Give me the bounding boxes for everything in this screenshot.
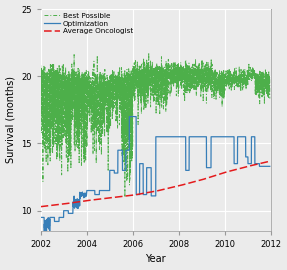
Optimization	[262, 165, 265, 168]
Best Possible	[51, 76, 54, 79]
Best Possible	[220, 75, 223, 78]
Optimization	[51, 216, 54, 219]
Optimization	[220, 135, 223, 139]
Line: Optimization: Optimization	[41, 117, 270, 237]
Average Oncologist	[261, 161, 265, 164]
Average Oncologist	[39, 205, 42, 208]
Best Possible	[123, 195, 127, 199]
Optimization	[39, 216, 42, 219]
X-axis label: Year: Year	[146, 254, 166, 264]
Average Oncologist	[144, 191, 148, 195]
Average Oncologist	[150, 190, 154, 194]
Optimization	[268, 165, 272, 168]
Average Oncologist	[51, 204, 54, 207]
Average Oncologist	[219, 172, 223, 175]
Optimization	[44, 235, 48, 238]
Best Possible	[151, 60, 154, 63]
Average Oncologist	[268, 160, 272, 163]
Optimization	[128, 115, 131, 118]
Best Possible	[261, 73, 265, 76]
Best Possible	[262, 90, 265, 94]
Y-axis label: Survival (months): Survival (months)	[5, 76, 15, 163]
Best Possible	[39, 63, 42, 67]
Best Possible	[268, 97, 272, 100]
Best Possible	[144, 106, 148, 109]
Line: Best Possible: Best Possible	[41, 53, 270, 197]
Best Possible	[147, 51, 150, 54]
Optimization	[151, 194, 154, 198]
Optimization	[261, 165, 265, 168]
Legend: Best Possible, Optimization, Average Oncologist: Best Possible, Optimization, Average Onc…	[43, 11, 135, 36]
Average Oncologist	[261, 161, 265, 164]
Optimization	[144, 193, 148, 196]
Line: Average Oncologist: Average Oncologist	[41, 161, 270, 207]
